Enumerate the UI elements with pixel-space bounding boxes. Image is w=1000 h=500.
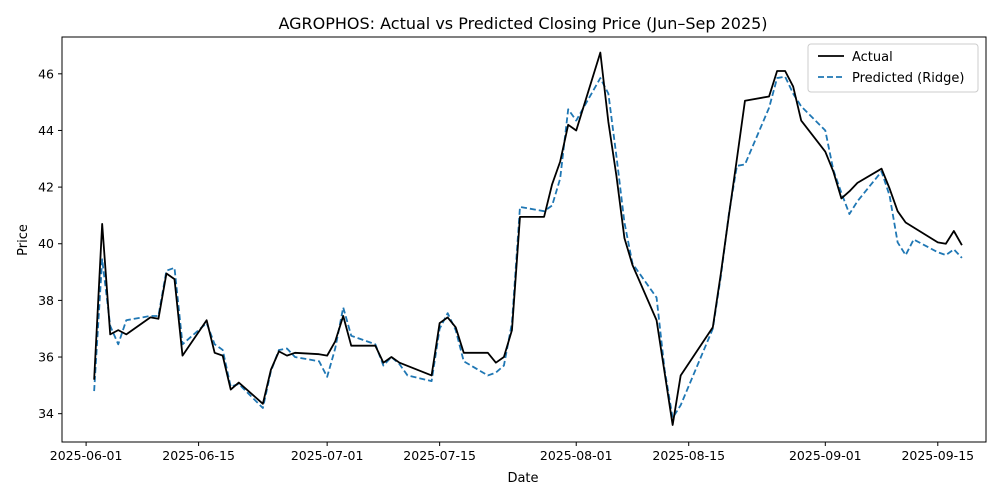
x-tick-label: 2025-07-01 <box>291 448 364 463</box>
plot-area <box>62 37 986 442</box>
legend-box <box>807 43 979 93</box>
y-tick-label: 40 <box>38 236 54 251</box>
y-tick-label: 34 <box>38 406 54 421</box>
legend-label-predicted: Predicted (Ridge) <box>852 71 964 86</box>
x-tick-label: 2025-06-15 <box>162 448 235 463</box>
x-axis-label: Date <box>507 471 538 486</box>
plot-frame <box>61 36 987 443</box>
series-layer <box>93 51 963 426</box>
x-tick-label: 2025-08-01 <box>540 448 613 463</box>
x-axis-ticks: 2025-06-01 2025-06-15 2025-07-01 2025-07-15… <box>50 442 974 463</box>
y-tick-label: 36 <box>38 350 54 365</box>
legend-label-actual: Actual <box>852 50 893 65</box>
x-tick-label: 2025-06-01 <box>50 448 123 463</box>
y-tick-label: 42 <box>38 180 54 195</box>
y-tick-label: 44 <box>38 123 54 138</box>
legend: Actual Predicted (Ridge) <box>807 43 979 93</box>
y-axis-ticks: 34 36 38 40 42 44 46 <box>38 66 62 421</box>
x-tick-label: 2025-07-15 <box>403 448 476 463</box>
y-tick-label: 38 <box>38 293 54 308</box>
x-tick-label: 2025-09-15 <box>901 448 974 463</box>
x-tick-label: 2025-08-15 <box>652 448 725 463</box>
y-axis-label: Price <box>16 224 31 256</box>
series-line-actual <box>93 51 963 426</box>
chart-title: AGROPHOS: Actual vs Predicted Closing Pr… <box>278 14 767 33</box>
y-tick-label: 46 <box>38 66 54 81</box>
x-tick-label: 2025-09-01 <box>789 448 862 463</box>
